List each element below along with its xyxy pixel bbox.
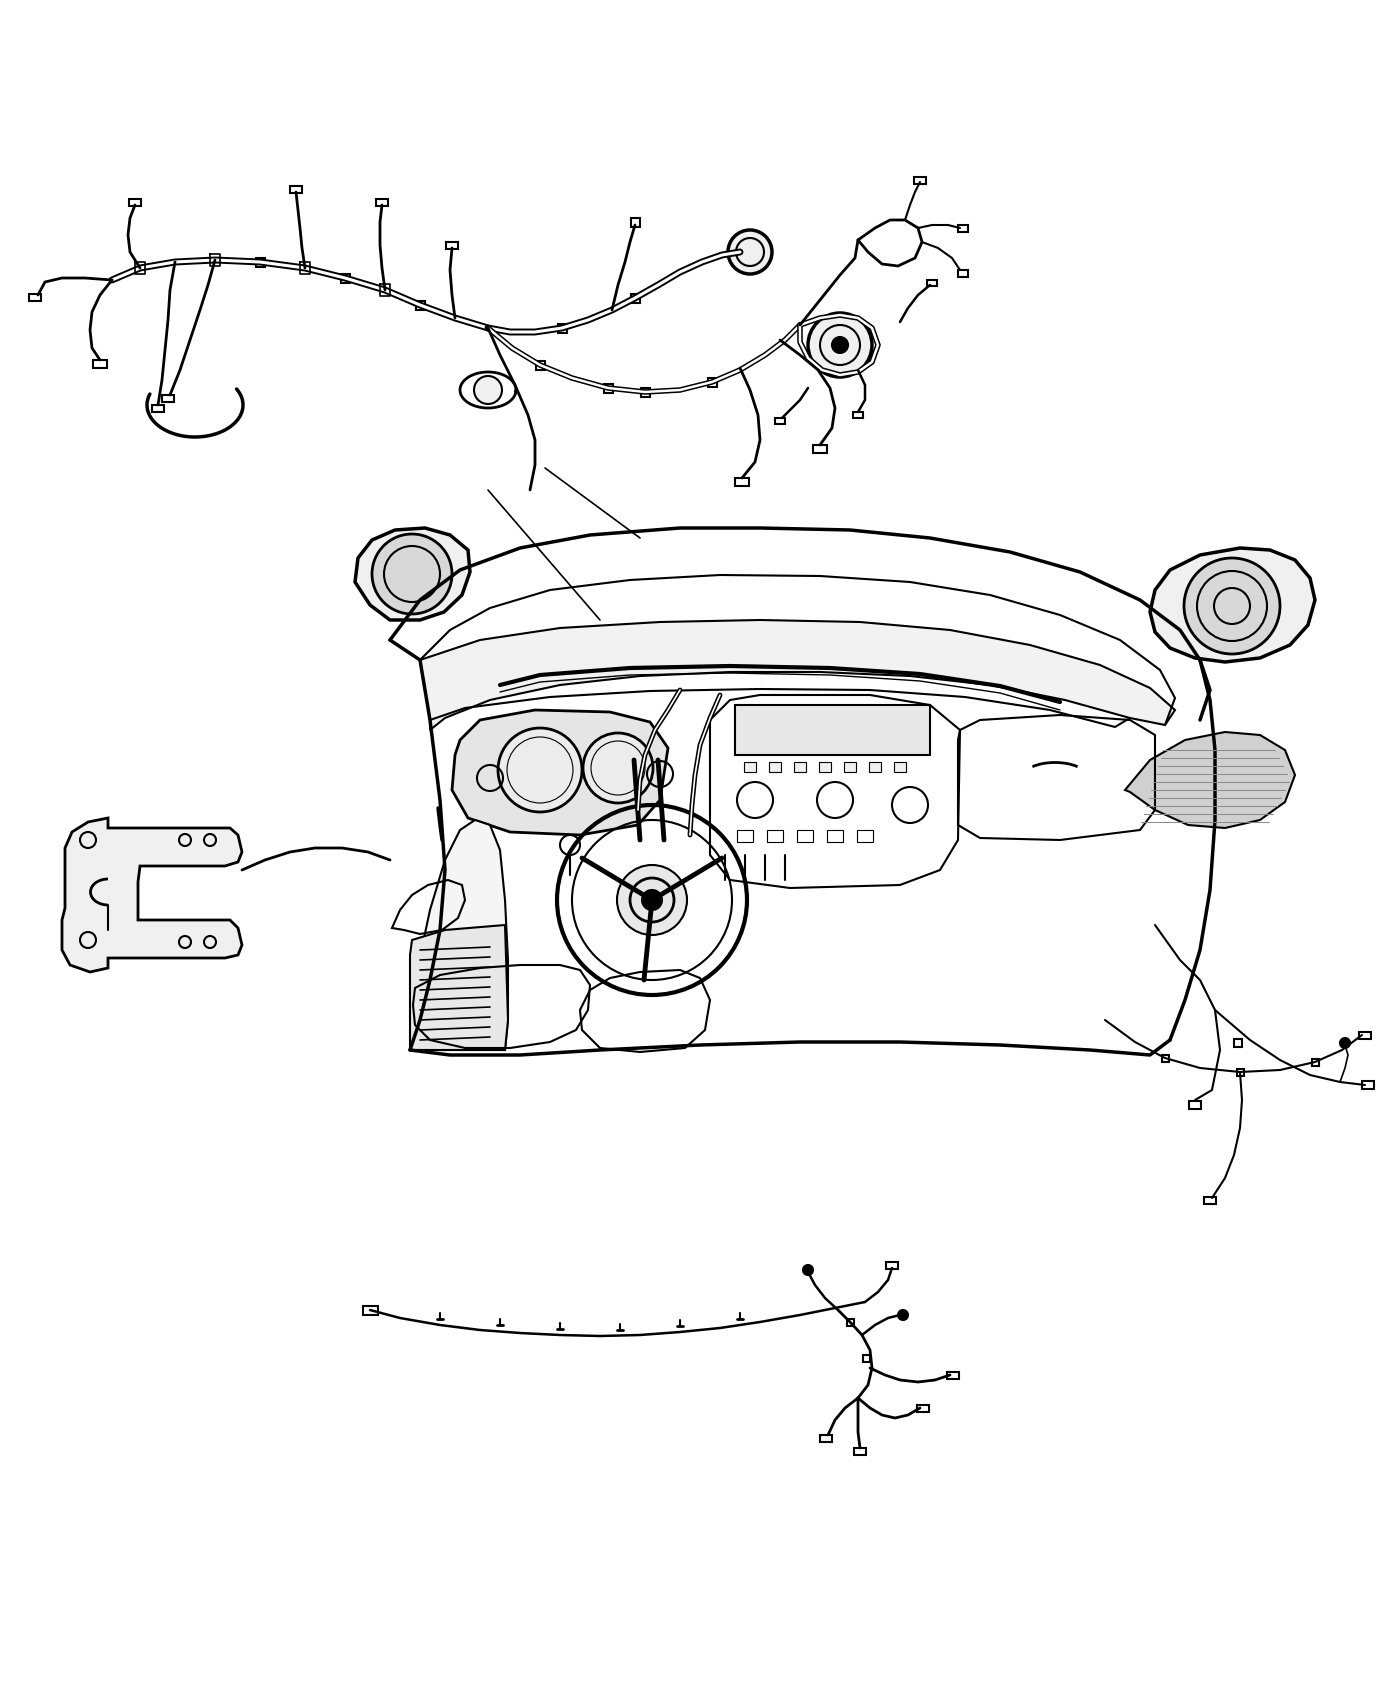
Bar <box>256 258 265 267</box>
Bar <box>92 360 106 367</box>
Bar <box>1162 1056 1169 1062</box>
Bar <box>1362 1081 1373 1090</box>
Bar <box>536 360 545 371</box>
Bar <box>363 1306 378 1316</box>
Bar <box>844 762 855 772</box>
Circle shape <box>475 376 503 405</box>
Bar <box>1359 1032 1371 1039</box>
Bar <box>886 1261 897 1268</box>
Bar <box>29 294 41 301</box>
Bar <box>854 1448 867 1455</box>
Bar <box>917 1404 930 1413</box>
Bar <box>769 762 781 772</box>
Bar <box>735 478 749 486</box>
Bar <box>853 411 862 418</box>
Circle shape <box>1184 558 1280 654</box>
Circle shape <box>832 337 848 354</box>
Bar <box>813 445 827 452</box>
Polygon shape <box>410 819 508 1051</box>
Circle shape <box>728 230 771 274</box>
Bar <box>1312 1059 1319 1066</box>
Bar <box>857 830 874 842</box>
Circle shape <box>808 313 872 377</box>
Bar <box>708 377 717 388</box>
Bar <box>1233 1039 1242 1047</box>
Bar <box>895 762 906 772</box>
Bar <box>862 1355 869 1362</box>
Bar <box>958 270 967 277</box>
Bar <box>342 274 350 282</box>
Bar <box>827 830 843 842</box>
Bar <box>736 830 753 842</box>
Bar <box>946 1372 959 1379</box>
Bar <box>631 294 640 303</box>
Circle shape <box>897 1311 909 1319</box>
Bar <box>377 199 388 206</box>
Bar <box>820 1435 832 1442</box>
Polygon shape <box>452 711 668 835</box>
Circle shape <box>1340 1039 1350 1047</box>
Circle shape <box>498 728 582 813</box>
Bar <box>1238 1069 1245 1076</box>
Bar <box>735 706 930 755</box>
Bar <box>290 185 302 194</box>
Bar <box>847 1319 854 1326</box>
Bar <box>927 280 937 286</box>
Polygon shape <box>410 925 508 1051</box>
Bar <box>153 405 164 411</box>
Bar <box>631 218 640 228</box>
Circle shape <box>617 865 687 935</box>
Bar <box>819 762 832 772</box>
Bar <box>767 830 783 842</box>
Polygon shape <box>1149 547 1315 661</box>
Circle shape <box>372 534 452 614</box>
Bar <box>162 394 174 401</box>
Bar <box>794 762 806 772</box>
Bar <box>1189 1102 1201 1108</box>
Circle shape <box>582 733 652 802</box>
Bar <box>776 418 785 423</box>
Bar <box>447 241 458 248</box>
Bar <box>416 301 426 309</box>
Bar <box>559 325 567 333</box>
Bar <box>641 388 650 398</box>
Bar <box>914 177 925 184</box>
Polygon shape <box>356 529 470 620</box>
Polygon shape <box>62 818 242 972</box>
Bar <box>958 224 967 231</box>
Bar <box>869 762 881 772</box>
Circle shape <box>804 1265 813 1275</box>
Bar <box>129 199 141 206</box>
Bar <box>1204 1197 1217 1204</box>
Bar <box>603 384 613 393</box>
Bar <box>743 762 756 772</box>
Polygon shape <box>1126 733 1295 828</box>
Circle shape <box>643 891 662 910</box>
Polygon shape <box>420 620 1175 729</box>
Bar <box>797 830 813 842</box>
